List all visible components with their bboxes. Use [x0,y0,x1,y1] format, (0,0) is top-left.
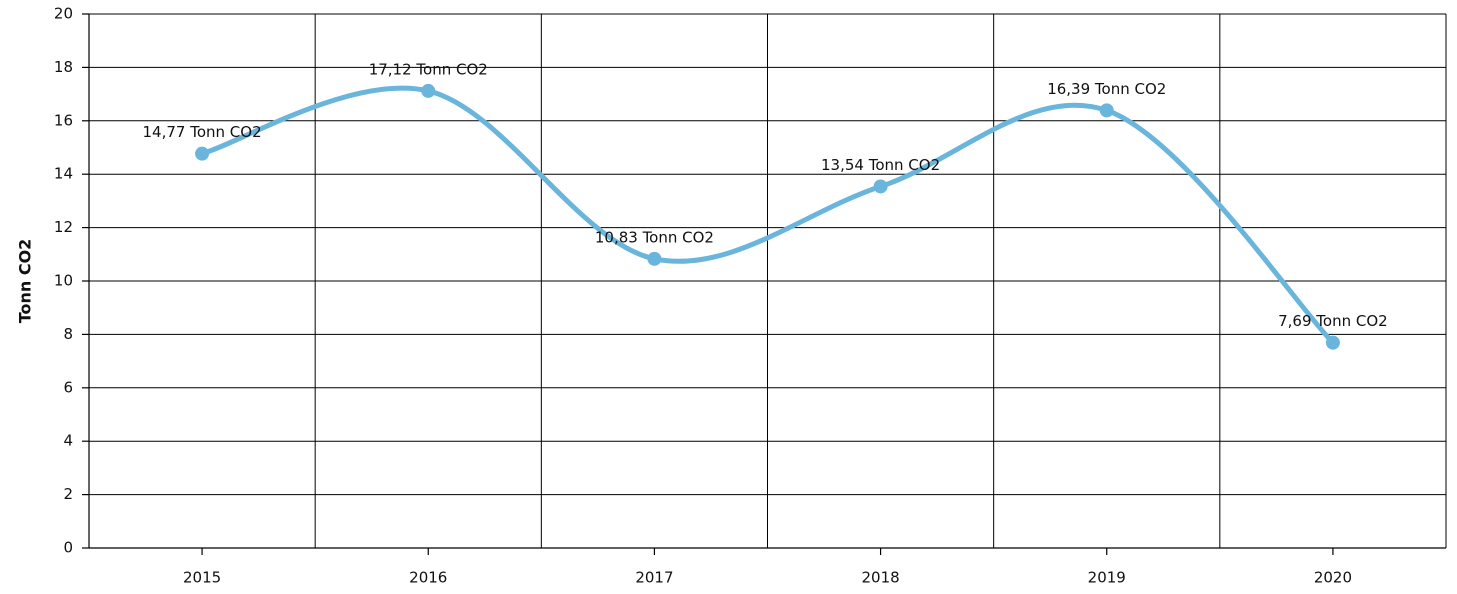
x-tick-label: 2018 [861,569,899,587]
x-tick-label: 2017 [635,569,673,587]
data-label: 17,12 Tonn CO2 [369,60,488,78]
line [199,85,1336,346]
y-tick-label: 18 [54,58,73,76]
data-label: 7,69 Tonn CO2 [1278,312,1388,330]
data-label: 16,39 Tonn CO2 [1047,80,1166,98]
data-label: 10,83 Tonn CO2 [595,228,714,246]
point [873,179,888,194]
y-tick-label: 14 [54,165,73,183]
x-tick-label: 2020 [1314,569,1352,587]
point [647,251,662,266]
x-tick-label: 2016 [409,569,447,587]
y-tick-label: 6 [63,378,73,396]
x-tick-label: 2019 [1088,569,1126,587]
y-tick-label: 12 [54,218,73,236]
y-tick-label: 8 [63,325,73,343]
y-tick-label: 16 [54,111,73,129]
point [1325,335,1340,350]
data-label: 13,54 Tonn CO2 [821,156,940,174]
y-tick-label: 0 [63,539,73,557]
point [195,146,210,161]
y-tick-label: 10 [54,272,73,290]
y-axis-label: Tonn CO2 [16,239,35,324]
point [1099,103,1114,118]
x-tick-label: 2015 [183,569,221,587]
data-label: 14,77 Tonn CO2 [143,123,262,141]
y-tick-label: 2 [63,485,73,503]
y-tick-label: 4 [63,432,73,450]
y-tick-label: 20 [54,5,73,23]
point [421,83,436,98]
